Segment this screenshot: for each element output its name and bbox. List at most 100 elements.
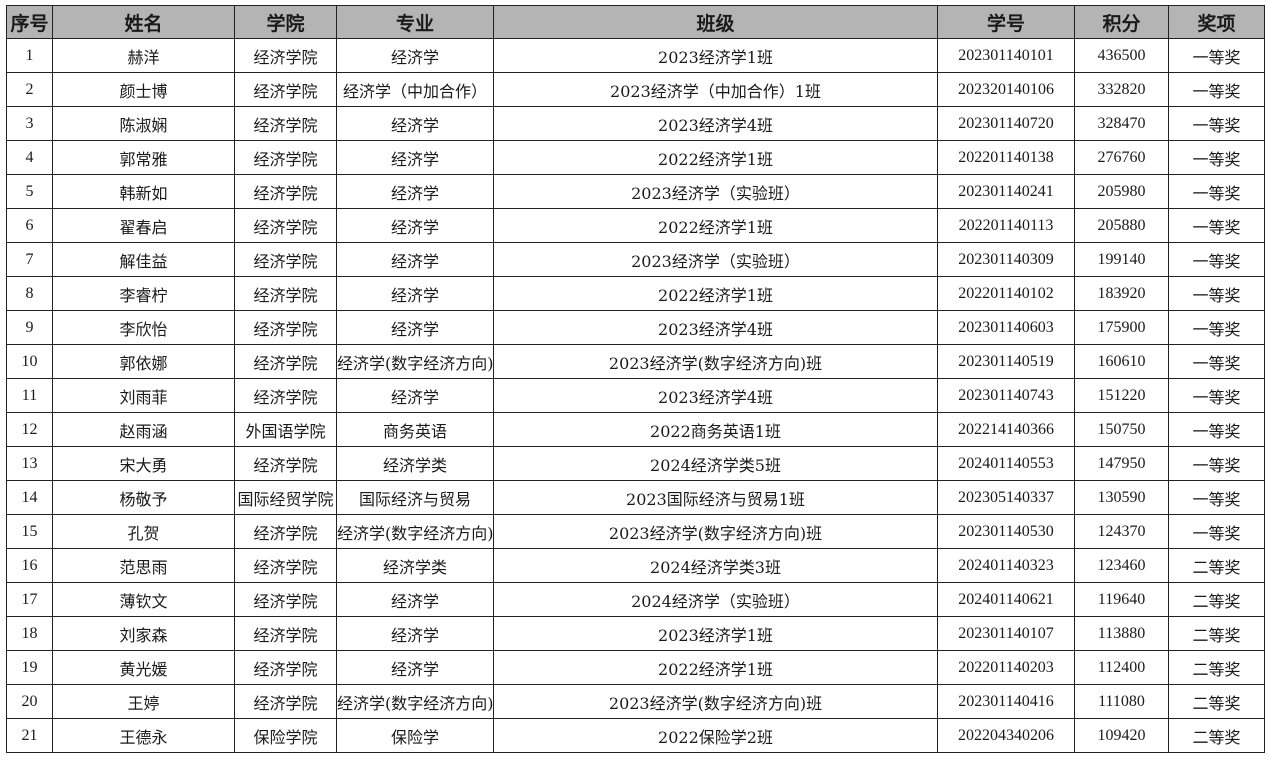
- cell-student-id: 202401140553: [937, 446, 1075, 481]
- cell-student-id: 202201140203: [937, 650, 1075, 685]
- cell-class: 2023经济学(数字经济方向)班: [493, 684, 938, 719]
- cell-name: 薄钦文: [52, 582, 235, 617]
- cell-award: 一等奖: [1168, 276, 1265, 311]
- cell-index: 12: [6, 412, 53, 447]
- cell-class: 2022经济学1班: [493, 650, 938, 685]
- cell-points: 436500: [1074, 38, 1169, 73]
- cell-name: 王德永: [52, 718, 235, 753]
- cell-college: 经济学院: [234, 276, 337, 311]
- cell-student-id: 202301140416: [937, 684, 1075, 719]
- cell-college: 经济学院: [234, 650, 337, 685]
- cell-award: 一等奖: [1168, 480, 1265, 515]
- cell-major: 经济学(数字经济方向): [336, 684, 494, 719]
- cell-major: 经济学（中加合作）: [336, 72, 494, 107]
- cell-points: 160610: [1074, 344, 1169, 379]
- cell-award: 一等奖: [1168, 174, 1265, 209]
- cell-points: 112400: [1074, 650, 1169, 685]
- cell-index: 13: [6, 446, 53, 481]
- cell-index: 7: [6, 242, 53, 277]
- table-row: 2 颜士博 经济学院 经济学（中加合作） 2023经济学（中加合作）1班 20232014…: [6, 72, 1265, 107]
- table-row: 3 陈淑娴 经济学院 经济学 2023经济学4班 202301140720 328470 一等…: [6, 106, 1265, 141]
- cell-points: 150750: [1074, 412, 1169, 447]
- table-row: 19 黄光媛 经济学院 经济学 2022经济学1班 202201140203 112400 二…: [6, 650, 1265, 685]
- cell-award: 二等奖: [1168, 684, 1265, 719]
- cell-award: 一等奖: [1168, 38, 1265, 73]
- cell-class: 2023经济学（实验班）: [493, 242, 938, 277]
- cell-index: 9: [6, 310, 53, 345]
- cell-major: 经济学: [336, 616, 494, 651]
- header-row: 序号 姓名 学院 专业 班级 学号 积分 奖项: [6, 5, 1265, 39]
- cell-college: 经济学院: [234, 242, 337, 277]
- cell-award: 一等奖: [1168, 446, 1265, 481]
- cell-major: 商务英语: [336, 412, 494, 447]
- cell-points: 119640: [1074, 582, 1169, 617]
- cell-points: 183920: [1074, 276, 1169, 311]
- cell-student-id: 202401140621: [937, 582, 1075, 617]
- cell-index: 2: [6, 72, 53, 107]
- cell-major: 保险学: [336, 718, 494, 753]
- cell-class: 2023经济学（实验班）: [493, 174, 938, 209]
- table-row: 12 赵雨涵 外国语学院 商务英语 2022商务英语1班 202214140366 1507…: [6, 412, 1265, 447]
- cell-class: 2022商务英语1班: [493, 412, 938, 447]
- cell-class: 2023经济学(数字经济方向)班: [493, 514, 938, 549]
- cell-name: 赵雨涵: [52, 412, 235, 447]
- table-row: 13 宋大勇 经济学院 经济学类 2024经济学类5班 202401140553 14795…: [6, 446, 1265, 481]
- cell-points: 175900: [1074, 310, 1169, 345]
- cell-award: 一等奖: [1168, 208, 1265, 243]
- cell-name: 杨敬予: [52, 480, 235, 515]
- cell-student-id: 202301140309: [937, 242, 1075, 277]
- cell-name: 解佳益: [52, 242, 235, 277]
- cell-major: 经济学: [336, 378, 494, 413]
- cell-student-id: 202301140743: [937, 378, 1075, 413]
- table-row: 21 王德永 保险学院 保险学 2022保险学2班 202204340206 109420 二…: [6, 718, 1265, 753]
- table-body: 1 赫洋 经济学院 经济学 2023经济学1班 202301140101 436500 一等奖…: [6, 38, 1265, 753]
- cell-college: 经济学院: [234, 548, 337, 583]
- cell-student-id: 202201140138: [937, 140, 1075, 175]
- cell-points: 130590: [1074, 480, 1169, 515]
- cell-award: 一等奖: [1168, 140, 1265, 175]
- cell-name: 韩新如: [52, 174, 235, 209]
- cell-points: 109420: [1074, 718, 1169, 753]
- cell-award: 一等奖: [1168, 310, 1265, 345]
- cell-index: 6: [6, 208, 53, 243]
- cell-award: 二等奖: [1168, 616, 1265, 651]
- cell-class: 2023经济学（中加合作）1班: [493, 72, 938, 107]
- cell-points: 147950: [1074, 446, 1169, 481]
- cell-name: 黄光媛: [52, 650, 235, 685]
- cell-index: 15: [6, 514, 53, 549]
- cell-college: 保险学院: [234, 718, 337, 753]
- cell-class: 2023经济学4班: [493, 310, 938, 345]
- cell-points: 332820: [1074, 72, 1169, 107]
- cell-class: 2024经济学类3班: [493, 548, 938, 583]
- cell-college: 经济学院: [234, 378, 337, 413]
- cell-index: 1: [6, 38, 53, 73]
- cell-index: 17: [6, 582, 53, 617]
- cell-student-id: 202301140519: [937, 344, 1075, 379]
- cell-name: 陈淑娴: [52, 106, 235, 141]
- cell-college: 经济学院: [234, 582, 337, 617]
- cell-award: 二等奖: [1168, 650, 1265, 685]
- cell-major: 国际经济与贸易: [336, 480, 494, 515]
- cell-class: 2023经济学1班: [493, 38, 938, 73]
- cell-points: 123460: [1074, 548, 1169, 583]
- cell-college: 经济学院: [234, 446, 337, 481]
- cell-name: 郭依娜: [52, 344, 235, 379]
- cell-class: 2023经济学1班: [493, 616, 938, 651]
- cell-major: 经济学: [336, 140, 494, 175]
- cell-major: 经济学: [336, 106, 494, 141]
- table-row: 20 王婷 经济学院 经济学(数字经济方向) 2023经济学(数字经济方向)班 20230…: [6, 684, 1265, 719]
- cell-index: 11: [6, 378, 53, 413]
- table-row: 5 韩新如 经济学院 经济学 2023经济学（实验班） 202301140241 20598…: [6, 174, 1265, 209]
- cell-student-id: 202301140107: [937, 616, 1075, 651]
- cell-name: 王婷: [52, 684, 235, 719]
- cell-student-id: 202301140530: [937, 514, 1075, 549]
- table-row: 6 翟春启 经济学院 经济学 2022经济学1班 202201140113 205880 一等…: [6, 208, 1265, 243]
- cell-name: 颜士博: [52, 72, 235, 107]
- cell-class: 2023国际经济与贸易1班: [493, 480, 938, 515]
- cell-major: 经济学: [336, 582, 494, 617]
- cell-award: 一等奖: [1168, 242, 1265, 277]
- cell-class: 2023经济学(数字经济方向)班: [493, 344, 938, 379]
- cell-points: 276760: [1074, 140, 1169, 175]
- cell-index: 4: [6, 140, 53, 175]
- cell-name: 李欣怡: [52, 310, 235, 345]
